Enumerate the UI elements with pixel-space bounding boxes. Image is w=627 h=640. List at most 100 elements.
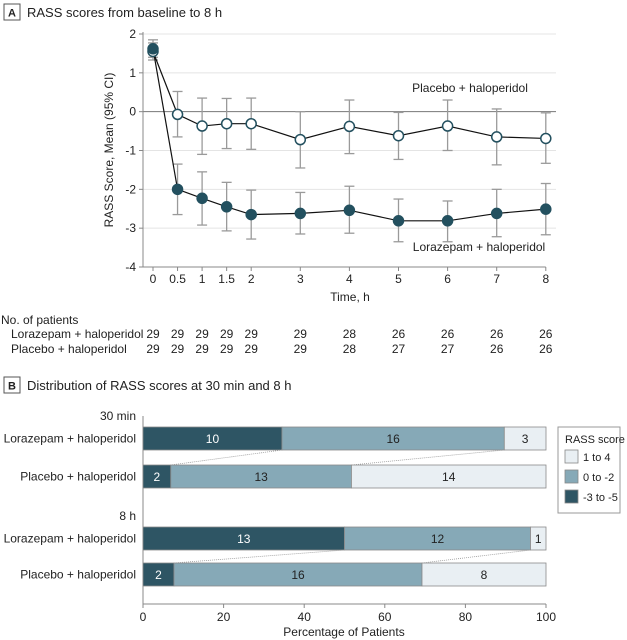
point-placebo: [490, 131, 503, 143]
bar-segment: [351, 464, 547, 489]
panel-a-label: A: [8, 8, 16, 20]
legend-entry-label: 1 to 4: [583, 452, 611, 464]
point-lorazepam: [294, 207, 307, 220]
x-tick-label: 7: [493, 272, 500, 286]
patients-count: 28: [343, 342, 357, 356]
group-label: 30 min: [100, 409, 136, 423]
panel-a-plot: 2 1 0 -1 -2 -3 -4 0 0.5 1 1.5 2 3 4 5 6 7 8: [125, 27, 556, 286]
bar-segment: [530, 526, 547, 551]
x-tick-label: 100: [536, 610, 556, 624]
y-tick-label: -1: [125, 144, 136, 158]
x-tick-label: 1.5: [218, 272, 235, 286]
x-tick-label: 20: [217, 610, 231, 624]
point-placebo: [540, 132, 552, 145]
patients-table: No. of patients Lorazepam + haloperidol …: [1, 313, 553, 356]
patients-count: 29: [220, 327, 234, 341]
patients-count: 29: [171, 327, 185, 341]
patients-count: 26: [392, 327, 406, 341]
patients-count: 29: [245, 342, 259, 356]
group-label: 8 h: [119, 509, 136, 523]
x-tick-label: 1: [199, 272, 206, 286]
patients-count: 29: [195, 342, 209, 356]
patients-count: 28: [343, 327, 357, 341]
connector-line: [351, 449, 505, 466]
x-tick-label: 4: [346, 272, 353, 286]
panel-b-x-axis-label: Percentage of Patients: [283, 625, 404, 639]
bar-value-label: 12: [431, 532, 445, 546]
point-placebo: [171, 108, 184, 121]
point-lorazepam: [196, 192, 208, 205]
legend-entry-label: 0 to -2: [583, 472, 614, 484]
bar-segment: [421, 562, 547, 587]
bar-label: Lorazepam + haloperidol: [4, 532, 136, 546]
bar-value-label: 8: [481, 568, 488, 582]
y-tick-label: 2: [129, 27, 136, 41]
bar-value-label: 16: [291, 568, 305, 582]
point-lorazepam: [392, 215, 405, 227]
patients-count: 27: [441, 342, 455, 356]
x-tick-label: 0: [150, 272, 157, 286]
bar-value-label: 2: [155, 568, 162, 582]
panel-a-title: RASS scores from baseline to 8 h: [27, 5, 222, 20]
panel-a-y-axis-label: RASS Score, Mean (95% CI): [102, 73, 116, 228]
panel-b-plot: 0 20 40 60 80 100 30 min Lorazepam + haloperido…: [4, 409, 557, 624]
panel-b-label: B: [8, 381, 16, 393]
patients-count: 27: [392, 342, 406, 356]
point-lorazepam: [171, 183, 184, 196]
point-placebo: [343, 120, 356, 133]
patients-row-label-lorazepam: Lorazepam + haloperidol: [11, 327, 143, 341]
patients-table-header: No. of patients: [1, 313, 78, 327]
panel-b-heading: B Distribution of RASS scores at 30 min …: [3, 376, 291, 394]
x-tick-label: 5: [395, 272, 402, 286]
bar-label: Lorazepam + haloperidol: [4, 432, 136, 446]
y-tick-label: -2: [125, 182, 136, 196]
panel-b-badge: [3, 376, 21, 394]
y-tick-label: -4: [125, 260, 136, 274]
patients-row-label-placebo: Placebo + haloperidol: [11, 342, 127, 356]
annotation-lorazepam: Lorazepam + haloperidol: [413, 240, 545, 254]
point-placebo: [441, 120, 454, 132]
point-lorazepam: [441, 215, 454, 227]
x-tick-label: 80: [459, 610, 473, 624]
point-placebo: [245, 117, 257, 130]
legend-entry-label: -3 to -5: [583, 492, 618, 504]
patients-count: 29: [171, 342, 185, 356]
bar-segment: [503, 426, 547, 451]
legend: RASS score 1 to 4 0 to -2 -3 to -5: [557, 426, 625, 514]
bar-value-label: 13: [237, 532, 251, 546]
point-lorazepam: [343, 204, 356, 217]
y-tick-label: -3: [125, 221, 136, 235]
patients-count: 26: [490, 342, 504, 356]
legend-title: RASS score: [565, 434, 625, 446]
point-placebo: [294, 133, 307, 146]
bar-label: Placebo + haloperidol: [20, 470, 136, 484]
bar-value-label: 14: [442, 470, 456, 484]
legend-swatch: [564, 489, 579, 504]
patients-count: 29: [294, 342, 308, 356]
bar-value-label: 10: [206, 432, 220, 446]
x-tick-label: 0.5: [169, 272, 186, 286]
x-tick-label: 8: [542, 272, 549, 286]
bar-value-label: 2: [154, 470, 161, 484]
legend-swatch: [564, 449, 579, 464]
y-tick-label: 0: [129, 105, 136, 119]
x-tick-label: 40: [298, 610, 312, 624]
panel-a-badge: [3, 3, 21, 21]
patients-count: 26: [490, 327, 504, 341]
panel-a-heading: A RASS scores from baseline to 8 h: [3, 3, 222, 21]
x-tick-label: 3: [297, 272, 304, 286]
patients-count: 29: [294, 327, 308, 341]
point-placebo: [220, 117, 233, 130]
point-placebo: [196, 120, 208, 132]
point-lorazepam: [220, 201, 233, 213]
patients-count: 26: [441, 327, 455, 341]
bar-label: Placebo + haloperidol: [20, 568, 136, 582]
connector-line: [421, 549, 531, 564]
patients-count: 26: [539, 327, 553, 341]
patients-count: 29: [146, 327, 160, 341]
connector-line: [173, 549, 345, 564]
patients-count: 29: [195, 327, 209, 341]
y-tick-label: 1: [129, 66, 136, 80]
